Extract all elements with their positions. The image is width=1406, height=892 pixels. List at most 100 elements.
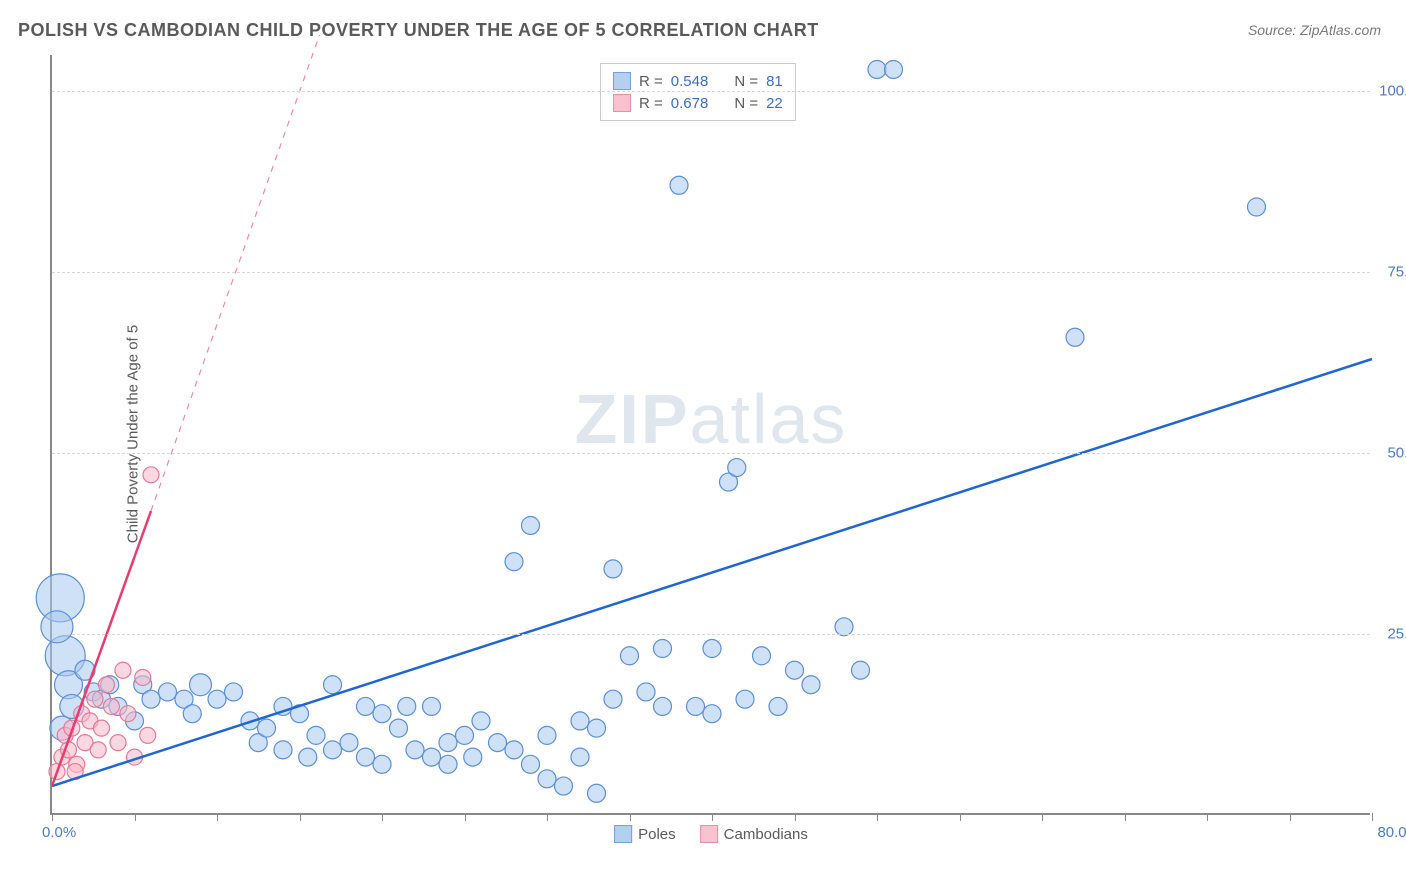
data-point-poles — [670, 176, 688, 194]
data-point-poles — [258, 719, 276, 737]
data-point-poles — [190, 674, 212, 696]
x-tick — [1125, 813, 1126, 821]
data-point-poles — [183, 705, 201, 723]
data-point-poles — [604, 560, 622, 578]
data-point-poles — [456, 726, 474, 744]
data-point-poles — [588, 719, 606, 737]
r-label: R = — [639, 73, 663, 90]
x-tick — [52, 813, 53, 821]
data-point-poles — [489, 734, 507, 752]
data-point-poles — [406, 741, 424, 759]
scatter-svg — [52, 55, 1370, 813]
data-point-poles — [687, 697, 705, 715]
data-point-poles — [885, 60, 903, 78]
data-point-poles — [373, 755, 391, 773]
data-point-poles — [703, 640, 721, 658]
plot-area: Child Poverty Under the Age of 5 ZIPatla… — [50, 55, 1370, 815]
r-label: R = — [639, 95, 663, 112]
data-point-poles — [357, 748, 375, 766]
n-value-poles: 81 — [766, 73, 783, 90]
gridline-h — [52, 272, 1370, 273]
data-point-cambodians — [115, 662, 131, 678]
data-point-poles — [423, 748, 441, 766]
x-tick — [795, 813, 796, 821]
data-point-poles — [439, 755, 457, 773]
swatch-cambodians-icon — [613, 94, 631, 112]
data-point-poles — [398, 697, 416, 715]
data-point-poles — [571, 712, 589, 730]
data-point-poles — [1248, 198, 1266, 216]
data-point-poles — [588, 784, 606, 802]
data-point-poles — [571, 748, 589, 766]
x-axis-max-label: 80.0% — [1377, 824, 1406, 841]
data-point-cambodians — [120, 706, 136, 722]
data-point-poles — [802, 676, 820, 694]
data-point-cambodians — [140, 727, 156, 743]
n-label: N = — [734, 73, 758, 90]
data-point-poles — [505, 553, 523, 571]
x-tick — [465, 813, 466, 821]
data-point-poles — [522, 516, 540, 534]
data-point-poles — [340, 734, 358, 752]
chart-title: POLISH VS CAMBODIAN CHILD POVERTY UNDER … — [18, 20, 819, 41]
source-attribution: Source: ZipAtlas.com — [1248, 22, 1381, 38]
data-point-poles — [703, 705, 721, 723]
data-point-cambodians — [103, 698, 119, 714]
data-point-poles — [159, 683, 177, 701]
data-point-poles — [728, 459, 746, 477]
data-point-cambodians — [98, 677, 114, 693]
x-axis-min-label: 0.0% — [42, 824, 76, 841]
data-point-poles — [324, 676, 342, 694]
data-point-poles — [621, 647, 639, 665]
stats-row-cambodians: R = 0.678 N = 22 — [613, 92, 783, 114]
swatch-poles-icon — [613, 72, 631, 90]
data-point-poles — [41, 611, 73, 643]
data-point-poles — [142, 690, 160, 708]
x-tick — [300, 813, 301, 821]
data-point-poles — [208, 690, 226, 708]
data-point-poles — [505, 741, 523, 759]
data-point-cambodians — [143, 467, 159, 483]
y-tick-label: 50.0% — [1387, 445, 1406, 462]
data-point-poles — [604, 690, 622, 708]
data-point-poles — [637, 683, 655, 701]
r-value-cambodians: 0.678 — [671, 95, 709, 112]
swatch-poles-icon — [614, 825, 632, 843]
x-tick — [217, 813, 218, 821]
data-point-poles — [654, 697, 672, 715]
data-point-poles — [753, 647, 771, 665]
y-tick-label: 100.0% — [1379, 83, 1406, 100]
data-point-poles — [373, 705, 391, 723]
x-tick — [547, 813, 548, 821]
x-tick — [382, 813, 383, 821]
data-point-poles — [769, 697, 787, 715]
chart-container: POLISH VS CAMBODIAN CHILD POVERTY UNDER … — [0, 0, 1406, 892]
data-point-poles — [225, 683, 243, 701]
data-point-poles — [307, 726, 325, 744]
data-point-poles — [654, 640, 672, 658]
data-point-cambodians — [87, 691, 103, 707]
data-point-poles — [299, 748, 317, 766]
source-label: Source: — [1248, 22, 1296, 38]
x-tick — [630, 813, 631, 821]
legend-label-poles: Poles — [638, 826, 676, 843]
data-point-poles — [324, 741, 342, 759]
swatch-cambodians-icon — [700, 825, 718, 843]
data-point-poles — [423, 697, 441, 715]
data-point-poles — [274, 741, 292, 759]
y-tick-label: 25.0% — [1387, 626, 1406, 643]
x-tick — [1372, 813, 1373, 821]
data-point-cambodians — [94, 720, 110, 736]
data-point-poles — [852, 661, 870, 679]
legend-item-cambodians: Cambodians — [700, 825, 808, 843]
legend-item-poles: Poles — [614, 825, 676, 843]
data-point-poles — [464, 748, 482, 766]
gridline-h — [52, 91, 1370, 92]
legend-label-cambodians: Cambodians — [724, 826, 808, 843]
gridline-h — [52, 634, 1370, 635]
data-point-poles — [439, 734, 457, 752]
data-point-poles — [538, 770, 556, 788]
x-tick — [877, 813, 878, 821]
x-tick — [960, 813, 961, 821]
n-value-cambodians: 22 — [766, 95, 783, 112]
